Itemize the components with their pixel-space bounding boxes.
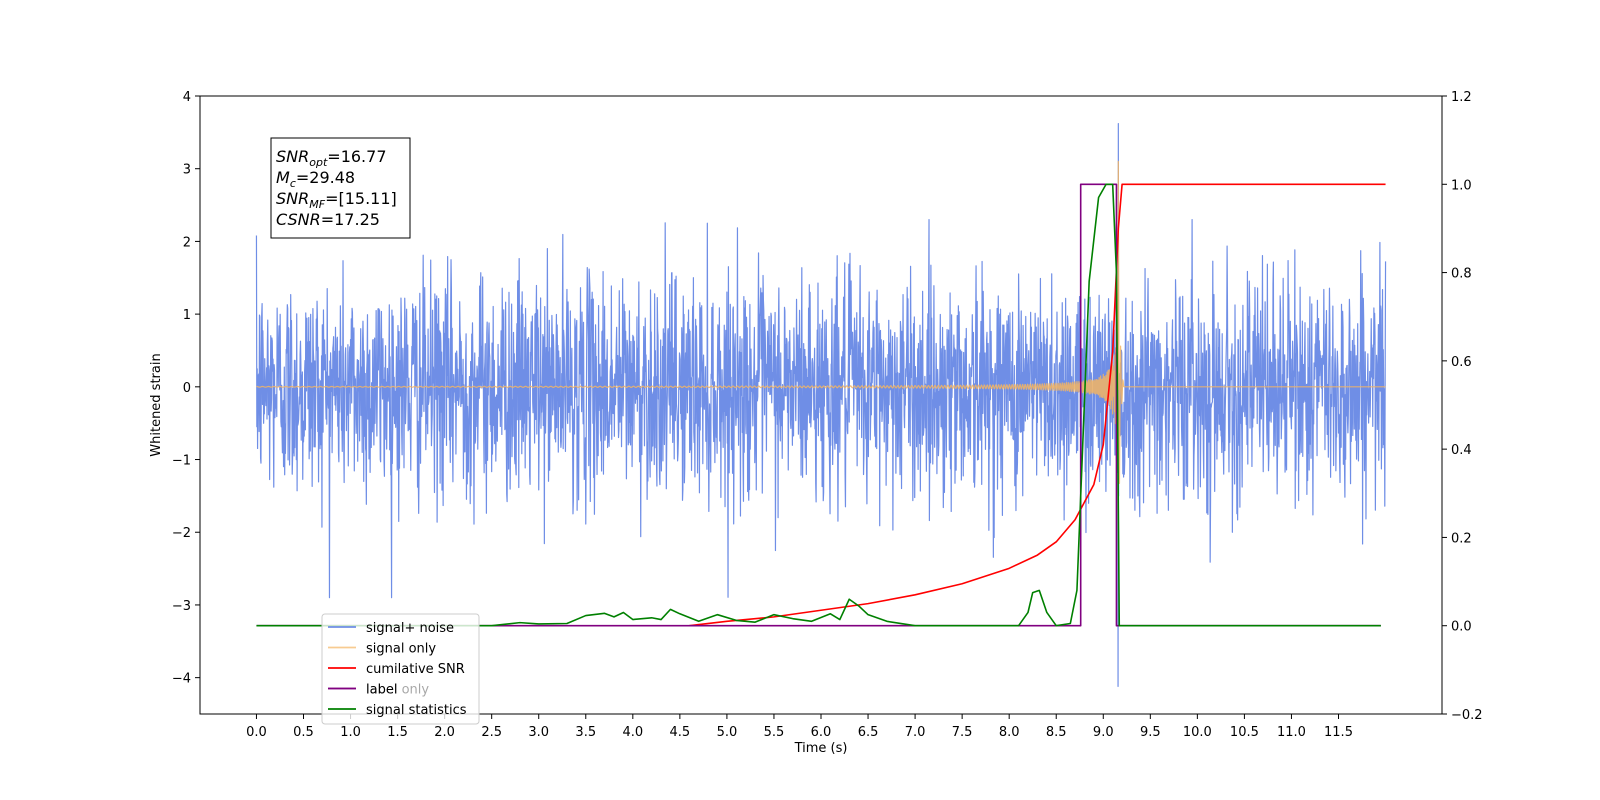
x-tick-label: 6.5 xyxy=(858,725,879,740)
annotation-line: SNRMF=[15.11] xyxy=(276,189,397,211)
annotation-line: Mc=29.48 xyxy=(276,168,355,190)
x-tick-label: 2.5 xyxy=(481,725,502,740)
legend-label-signal-noise: signal+ noise xyxy=(366,621,454,636)
x-tick-label: 9.5 xyxy=(1140,725,1161,740)
x-tick-label: 1.5 xyxy=(387,725,408,740)
y2-tick-label: 0.4 xyxy=(1451,443,1472,458)
x-tick-label: 8.0 xyxy=(999,725,1020,740)
x-tick-label: 11.0 xyxy=(1277,725,1306,740)
x-tick-label: 7.0 xyxy=(905,725,926,740)
y2-tick-label: 0.8 xyxy=(1451,267,1472,282)
y-axis-right: −0.2 0.0 0.2 0.4 0.6 0.8 1.0 1.2 xyxy=(1442,90,1483,723)
x-tick-label: 4.0 xyxy=(622,725,643,740)
x-tick-label: 4.5 xyxy=(670,725,691,740)
x-tick-label: 1.0 xyxy=(340,725,361,740)
plot-area xyxy=(255,123,1387,687)
x-tick-label: 5.5 xyxy=(764,725,785,740)
y-tick-label: −3 xyxy=(172,599,191,614)
y2-tick-label: 0.6 xyxy=(1451,355,1472,370)
x-axis: 0.0 0.5 1.0 1.5 2.0 2.5 3.0 3.5 4.0 4.5 5.0 5.5 6.0 6… xyxy=(246,714,1353,740)
annotation-line: CSNR=17.25 xyxy=(276,210,380,229)
y2-tick-label: −0.2 xyxy=(1451,708,1483,723)
series-line-cumilative-snr xyxy=(689,183,1386,627)
x-tick-label: 11.5 xyxy=(1324,725,1353,740)
annotation-line: SNRopt=16.77 xyxy=(276,147,387,169)
x-tick-label: 5.0 xyxy=(717,725,738,740)
y-axis-label: Whitened strain xyxy=(149,353,164,456)
legend-label-cumilative-snr: cumilative SNR xyxy=(366,662,465,677)
y-tick-label: 4 xyxy=(183,90,191,105)
legend-label-label-only: label only xyxy=(366,683,429,698)
x-tick-label: 3.5 xyxy=(575,725,596,740)
y-tick-label: −1 xyxy=(172,454,191,469)
y-tick-label: −2 xyxy=(172,526,191,541)
y2-tick-label: 0.2 xyxy=(1451,531,1472,546)
x-tick-label: 10.0 xyxy=(1183,725,1212,740)
y-tick-label: 0 xyxy=(183,381,191,396)
legend-frame xyxy=(321,613,480,725)
x-tick-label: 8.5 xyxy=(1046,725,1067,740)
y-tick-label: 2 xyxy=(183,235,191,250)
x-tick-label: 3.0 xyxy=(528,725,549,740)
series-line-signal-statistics xyxy=(256,183,1381,627)
y-tick-label: 3 xyxy=(183,163,191,178)
y-axis-left: −4 −3 −2 −1 0 1 2 3 4 xyxy=(172,90,200,687)
x-axis-label: Time (s) xyxy=(794,741,848,756)
legend-label-signal-only: signal only xyxy=(366,642,436,657)
y2-tick-label: 0.0 xyxy=(1451,620,1472,635)
y-tick-label: −4 xyxy=(172,672,191,687)
annotation-frame xyxy=(270,137,411,239)
y-tick-label: 1 xyxy=(183,308,191,323)
x-tick-label: 2.0 xyxy=(434,725,455,740)
annotation-box: SNRopt=16.77Mc=29.48SNRMF=[15.11]CSNR=17… xyxy=(270,137,411,239)
x-tick-label: 0.0 xyxy=(246,725,267,740)
x-tick-label: 10.5 xyxy=(1230,725,1259,740)
y2-tick-label: 1.2 xyxy=(1451,90,1472,105)
series-line-signal-noise xyxy=(255,123,1387,687)
legend-label-signal-statistics: signal statistics xyxy=(366,703,467,718)
legend-label-label: label xyxy=(366,683,397,698)
x-tick-label: 7.5 xyxy=(952,725,973,740)
legend: signal+ noise signal only cumilative SNR la… xyxy=(321,613,480,725)
x-tick-label: 0.5 xyxy=(293,725,314,740)
series-line-signal-only xyxy=(256,160,1386,484)
y2-tick-label: 1.0 xyxy=(1451,178,1472,193)
x-tick-label: 9.0 xyxy=(1093,725,1114,740)
x-tick-label: 6.0 xyxy=(811,725,832,740)
